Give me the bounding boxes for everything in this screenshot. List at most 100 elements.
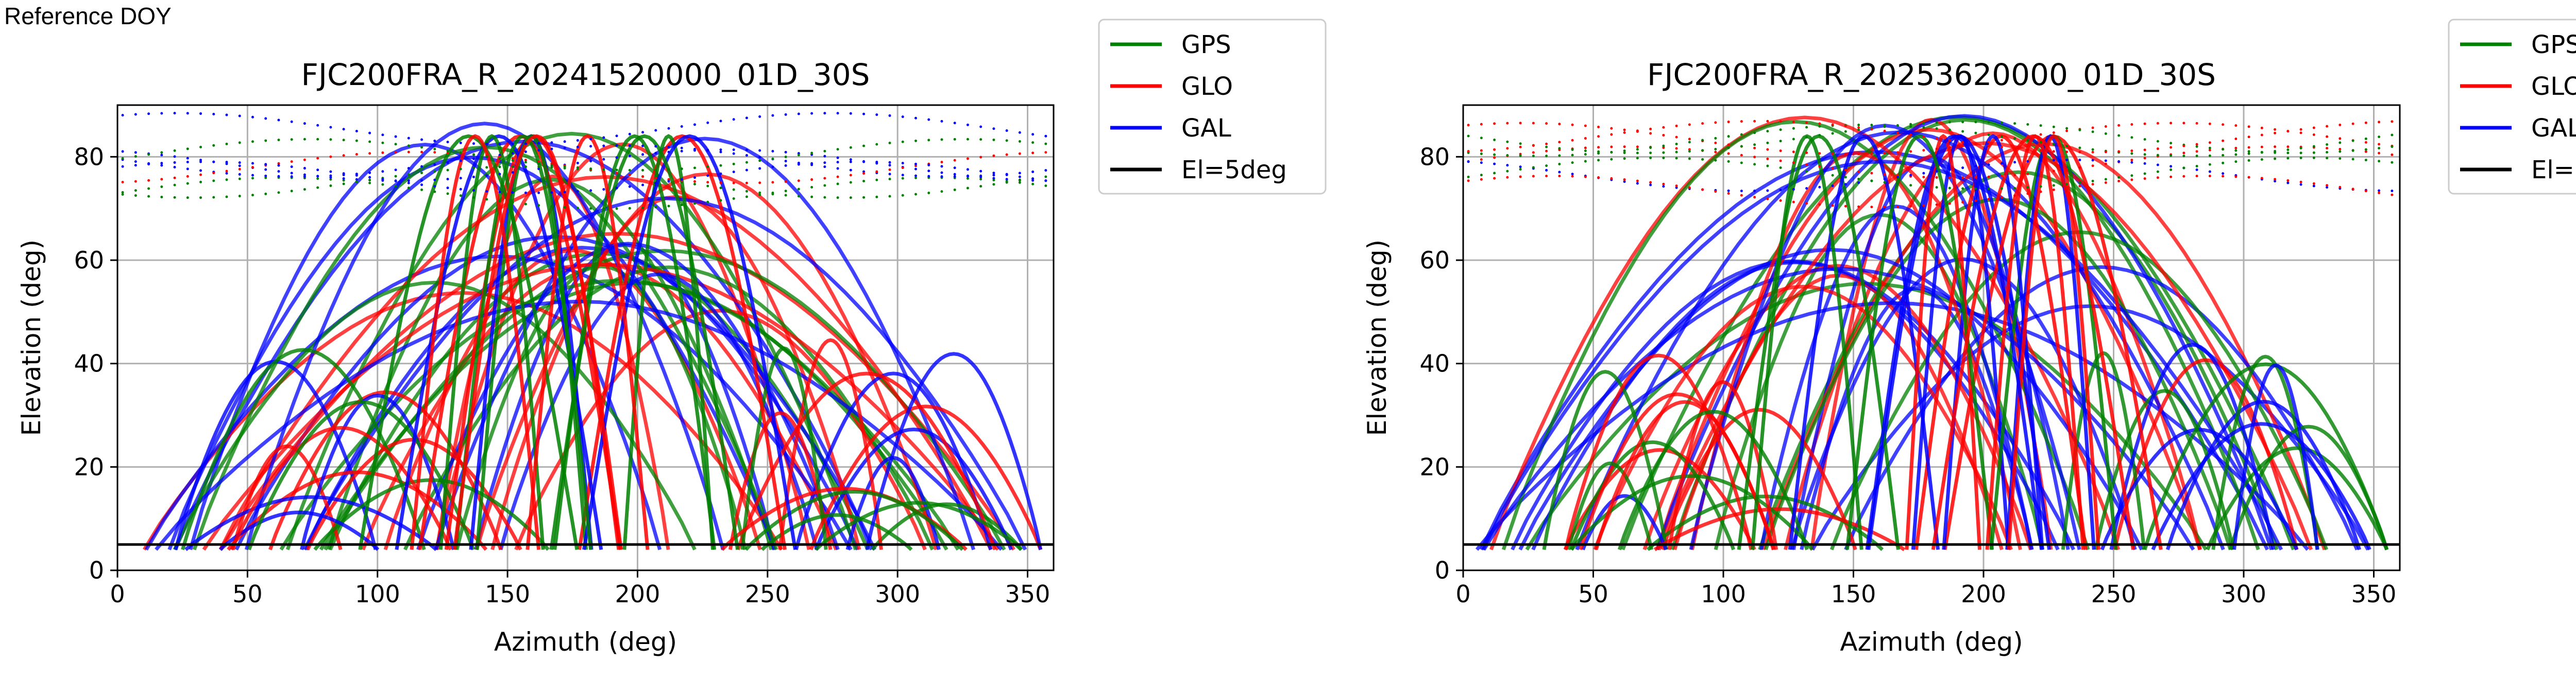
- sky-dot: [654, 177, 657, 180]
- sky-dot: [1922, 204, 1925, 207]
- sky-dot: [1805, 170, 1808, 173]
- sky-dot: [1662, 185, 1665, 188]
- sky-dot: [1701, 158, 1704, 161]
- sky-dot: [238, 173, 241, 176]
- sky-dot: [875, 170, 878, 173]
- sky-dot: [1792, 188, 1795, 191]
- sky-dot: [615, 172, 618, 175]
- sky-dot: [2039, 185, 2042, 188]
- sky-dot: [2312, 156, 2315, 159]
- satellite-track: [871, 502, 1023, 551]
- sky-dot: [563, 140, 566, 143]
- sky-dot: [706, 184, 709, 188]
- sky-dot: [225, 113, 228, 116]
- sky-dot: [2052, 125, 2055, 128]
- sky-dot: [654, 206, 657, 209]
- sky-dot: [1018, 179, 1021, 182]
- sky-dot: [1948, 187, 1951, 190]
- sky-dot: [1623, 151, 1626, 154]
- sky-dot: [2247, 125, 2250, 128]
- sky-dot: [1467, 150, 1470, 153]
- satellite-track: [744, 489, 964, 551]
- sky-dot: [2000, 196, 2003, 199]
- satellite-track: [1594, 400, 1775, 550]
- sky-dot: [914, 139, 917, 142]
- sky-dot: [1779, 189, 1782, 192]
- sky-dot: [1675, 147, 1678, 150]
- sky-dot: [641, 144, 645, 147]
- sky-dot: [2104, 181, 2107, 184]
- sky-dot: [745, 195, 748, 198]
- sky-dot: [966, 168, 969, 171]
- sky-dot: [2117, 176, 2121, 179]
- sky-dot: [1961, 176, 1964, 179]
- sky-dot: [1675, 157, 1678, 160]
- sky-dot: [1636, 129, 1639, 132]
- sky-dot: [888, 161, 891, 164]
- sky-dot: [1662, 146, 1665, 149]
- sky-dot: [940, 171, 943, 174]
- sky-dot: [1571, 148, 1574, 151]
- sky-dot: [1831, 204, 1834, 207]
- sky-dot: [1909, 123, 1912, 126]
- sky-dot: [147, 195, 150, 198]
- sky-dot: [2195, 145, 2198, 148]
- sky-dot: [2013, 187, 2016, 190]
- sky-dot: [1857, 181, 1860, 184]
- sky-dot: [368, 176, 371, 179]
- sky-dot: [2078, 166, 2081, 169]
- sky-dot: [1831, 132, 1834, 135]
- legend: GPS GLO GAL El=5deg: [1098, 19, 1327, 195]
- sky-dot: [2326, 147, 2329, 150]
- sky-dot: [121, 191, 124, 194]
- satellite-track: [809, 404, 1043, 551]
- sky-dot: [680, 204, 683, 207]
- sky-dot: [2338, 137, 2342, 140]
- sky-dot: [1727, 189, 1730, 192]
- sky-dot: [680, 167, 683, 171]
- sky-dot: [1623, 128, 1626, 131]
- sky-dot: [238, 195, 241, 198]
- sky-dot: [940, 138, 943, 141]
- sky-dot: [238, 114, 241, 117]
- satellite-track: [302, 196, 1027, 551]
- sky-dot: [2143, 172, 2146, 175]
- sky-dot: [238, 141, 241, 144]
- sky-dot: [459, 194, 462, 197]
- sky-dot: [498, 154, 501, 157]
- y-tick-label: 20: [1419, 453, 1450, 481]
- sky-dot: [1740, 145, 1743, 148]
- sky-dot: [2130, 161, 2133, 164]
- sky-dot: [1766, 197, 1769, 200]
- sky-dot: [719, 150, 722, 154]
- sky-dot: [1623, 149, 1626, 152]
- sky-dot: [459, 141, 462, 144]
- sky-dot: [1727, 143, 1730, 146]
- sky-dot: [2065, 158, 2069, 161]
- sky-dot: [2338, 123, 2342, 126]
- sky-dot: [797, 195, 800, 198]
- sky-dot: [2312, 184, 2315, 188]
- sky-dot: [329, 138, 332, 141]
- sky-dot: [2234, 138, 2238, 141]
- sky-dot: [134, 155, 137, 158]
- sky-dot: [2274, 131, 2277, 134]
- sky-dot: [2026, 173, 2029, 176]
- sky-dot: [238, 164, 241, 167]
- sky-dot: [212, 172, 215, 175]
- sky-dot: [2156, 176, 2159, 179]
- sky-dot: [2117, 134, 2121, 137]
- satellite-track: [285, 131, 858, 551]
- satellite-track: [244, 122, 725, 550]
- sky-dot: [2078, 128, 2081, 131]
- sky-dot: [550, 191, 553, 194]
- satellite-track: [1942, 134, 2044, 550]
- sky-dot: [1649, 146, 1652, 149]
- sky-dot: [1883, 129, 1886, 132]
- sky-dot: [2364, 137, 2367, 140]
- sky-dot: [1688, 150, 1691, 153]
- sky-dot: [381, 133, 384, 137]
- sky-dot: [550, 147, 553, 150]
- sky-dot: [1987, 163, 1990, 166]
- sky-dot: [186, 196, 189, 199]
